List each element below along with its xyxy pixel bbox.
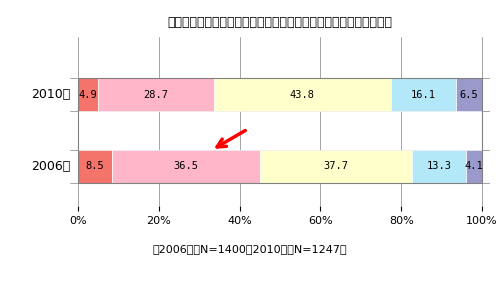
Text: 16.1: 16.1 [410,90,436,100]
Text: 36.5: 36.5 [174,161,199,171]
Bar [98,78,214,111]
Text: 4.9: 4.9 [78,90,98,100]
Text: 43.8: 43.8 [290,90,314,100]
Text: 2006年: 2006年 [31,160,70,173]
Title: 自分はエコロジーやリサイクル活動に積極的に参加していると思う: 自分はエコロジーやリサイクル活動に積極的に参加していると思う [168,16,392,29]
Bar [260,150,412,182]
Bar [78,150,112,182]
Text: 4.1: 4.1 [464,161,483,171]
Bar [78,78,482,182]
Text: （2006年　N=1400、2010年　N=1247）: （2006年 N=1400、2010年 N=1247） [152,244,348,254]
Bar [466,150,482,182]
Text: 37.7: 37.7 [324,161,348,171]
Text: 8.5: 8.5 [86,161,104,171]
Text: 28.7: 28.7 [144,90,169,100]
Bar [112,150,260,182]
Bar [412,150,466,182]
Bar [214,78,390,111]
Text: 2010年: 2010年 [31,88,70,101]
Bar [456,78,482,111]
Text: 13.3: 13.3 [426,161,452,171]
Text: 6.5: 6.5 [460,90,478,100]
Bar [390,78,456,111]
Bar [78,78,98,111]
